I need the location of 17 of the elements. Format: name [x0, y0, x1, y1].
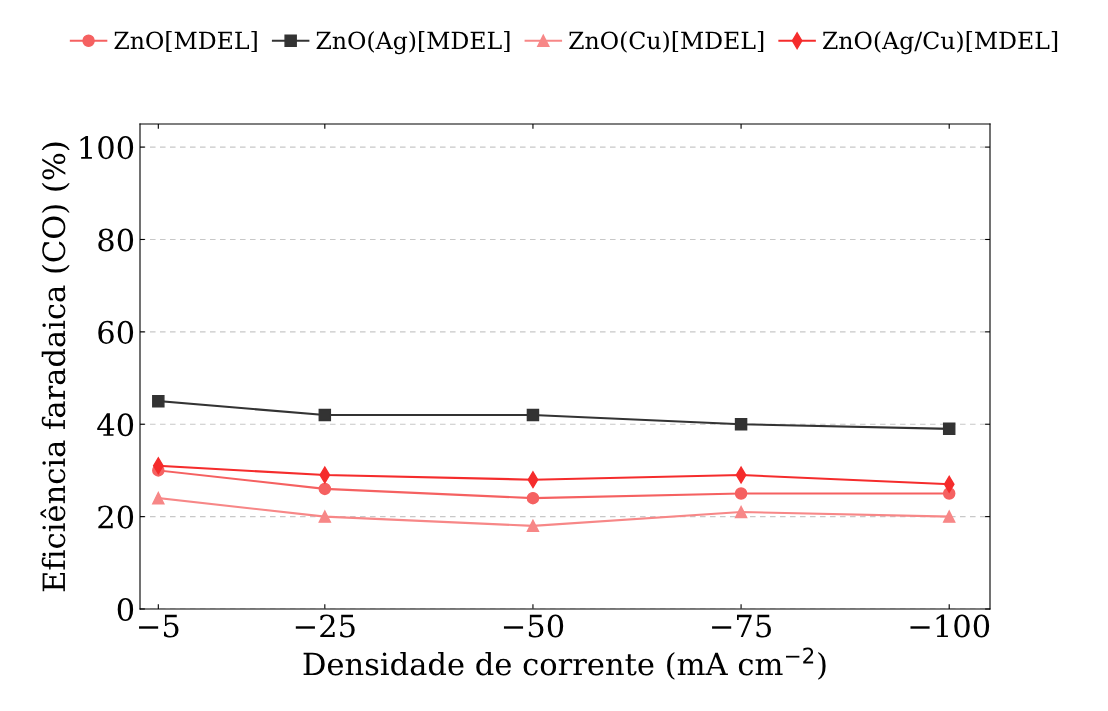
- x-tick-label: −50: [503, 614, 564, 638]
- x-axis-title: Densidade de corrente (mA cm$^{−2}$): [303, 647, 826, 680]
- x-tick-label: −75: [712, 614, 771, 638]
- x-tick-label: −25: [295, 614, 355, 638]
- x-tick-label: −5: [139, 614, 179, 638]
- y-tick-label: 100: [80, 136, 134, 160]
- y-tick-label: 0: [117, 597, 134, 622]
- y-tick-label: 60: [98, 320, 134, 344]
- legend-label: ZnO(Ag/Cu)[MDEL]: [822, 31, 1058, 55]
- y-tick-label: 40: [97, 413, 134, 437]
- legend-label: ZnO(Ag)[MDEL]: [316, 31, 510, 55]
- y-axis-title: Eficiência faradaica (CO) (%): [40, 142, 70, 592]
- legend-label: ZnO(Cu)[MDEL]: [569, 31, 764, 53]
- y-tick-label: 20: [98, 505, 134, 529]
- legend-label: ZnO[MDEL]: [114, 31, 257, 53]
- y-tick-label: 80: [98, 228, 134, 252]
- x-tick-label: −100: [910, 614, 990, 638]
